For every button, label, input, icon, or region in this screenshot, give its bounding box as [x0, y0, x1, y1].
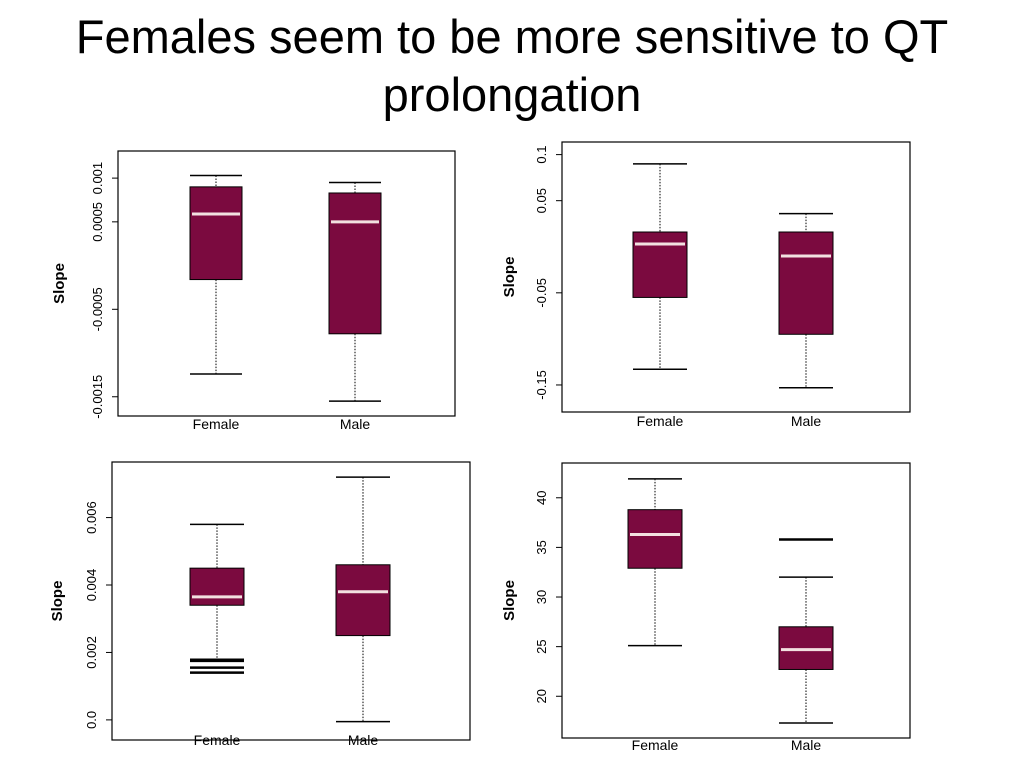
iqr-box [335, 564, 391, 637]
plot-frame [111, 461, 471, 741]
y-tick-label: 0.1 [534, 146, 549, 164]
y-axis-label: Slope [51, 263, 68, 304]
category-label: Male [340, 416, 371, 432]
slide-title-line-1: Females seem to be more sensitive to QT [75, 10, 949, 63]
y-tick-label: 30 [534, 590, 549, 604]
y-tick-label: 40 [534, 491, 549, 505]
category-label: Male [348, 732, 379, 748]
box-female [632, 163, 688, 371]
y-tick-label: 25 [534, 639, 549, 653]
iqr-box [189, 567, 245, 606]
category-label: Female [194, 732, 241, 748]
box-female [189, 174, 243, 375]
box-male [778, 212, 834, 389]
y-tick-label: 0.0005 [90, 202, 105, 242]
category-label: Male [791, 737, 822, 753]
y-tick-label: 0.004 [84, 569, 99, 602]
plot-frame [561, 462, 911, 739]
plot-frame [117, 150, 456, 417]
y-tick-label: 20 [534, 689, 549, 703]
slide-title-line-2: prolongation [382, 68, 642, 121]
category-label: Female [193, 416, 240, 432]
y-tick-label: -0.15 [534, 370, 549, 400]
y-tick-label: 0.0 [84, 711, 99, 729]
y-tick-label: 0.05 [534, 188, 549, 213]
iqr-box [189, 186, 243, 281]
box-female [627, 478, 683, 647]
boxplot-panel-top-right: 0.1 0.05 -0.05 -0.15 Slope Female Male [501, 141, 911, 429]
iqr-box [627, 509, 683, 569]
category-label: Male [791, 413, 822, 429]
box-male [328, 181, 382, 402]
y-axis-label: Slope [49, 581, 66, 622]
y-axis-label: Slope [501, 257, 518, 298]
y-tick-label: -0.0015 [90, 375, 105, 419]
boxplot-panel-top-left: 0.001 0.0005 -0.0005 -0.0015 Slope Female Male [51, 150, 456, 432]
iqr-box [328, 192, 382, 335]
y-axis-label: Slope [501, 580, 518, 621]
box-male [778, 538, 834, 724]
y-tick-label: 0.001 [90, 162, 105, 195]
boxplot-panel-bottom-left: 0.006 0.004 0.002 0.0 Slope Female Male [49, 461, 471, 748]
box-female [189, 523, 245, 674]
category-label: Female [632, 737, 679, 753]
iqr-box [632, 231, 688, 298]
y-tick-label: -0.05 [534, 278, 549, 308]
y-tick-label: 0.002 [84, 636, 99, 669]
y-tick-label: 35 [534, 540, 549, 554]
plot-frame [561, 141, 911, 413]
category-label: Female [637, 413, 684, 429]
y-tick-label: 0.006 [84, 501, 99, 534]
y-tick-label: -0.0005 [90, 287, 105, 331]
iqr-box [778, 231, 834, 335]
slide-title: Females seem to be more sensitive to QT … [0, 8, 1024, 124]
box-male [335, 476, 391, 723]
boxplot-panel-bottom-right: 40 35 30 25 20 Slope Female Male [501, 462, 911, 753]
